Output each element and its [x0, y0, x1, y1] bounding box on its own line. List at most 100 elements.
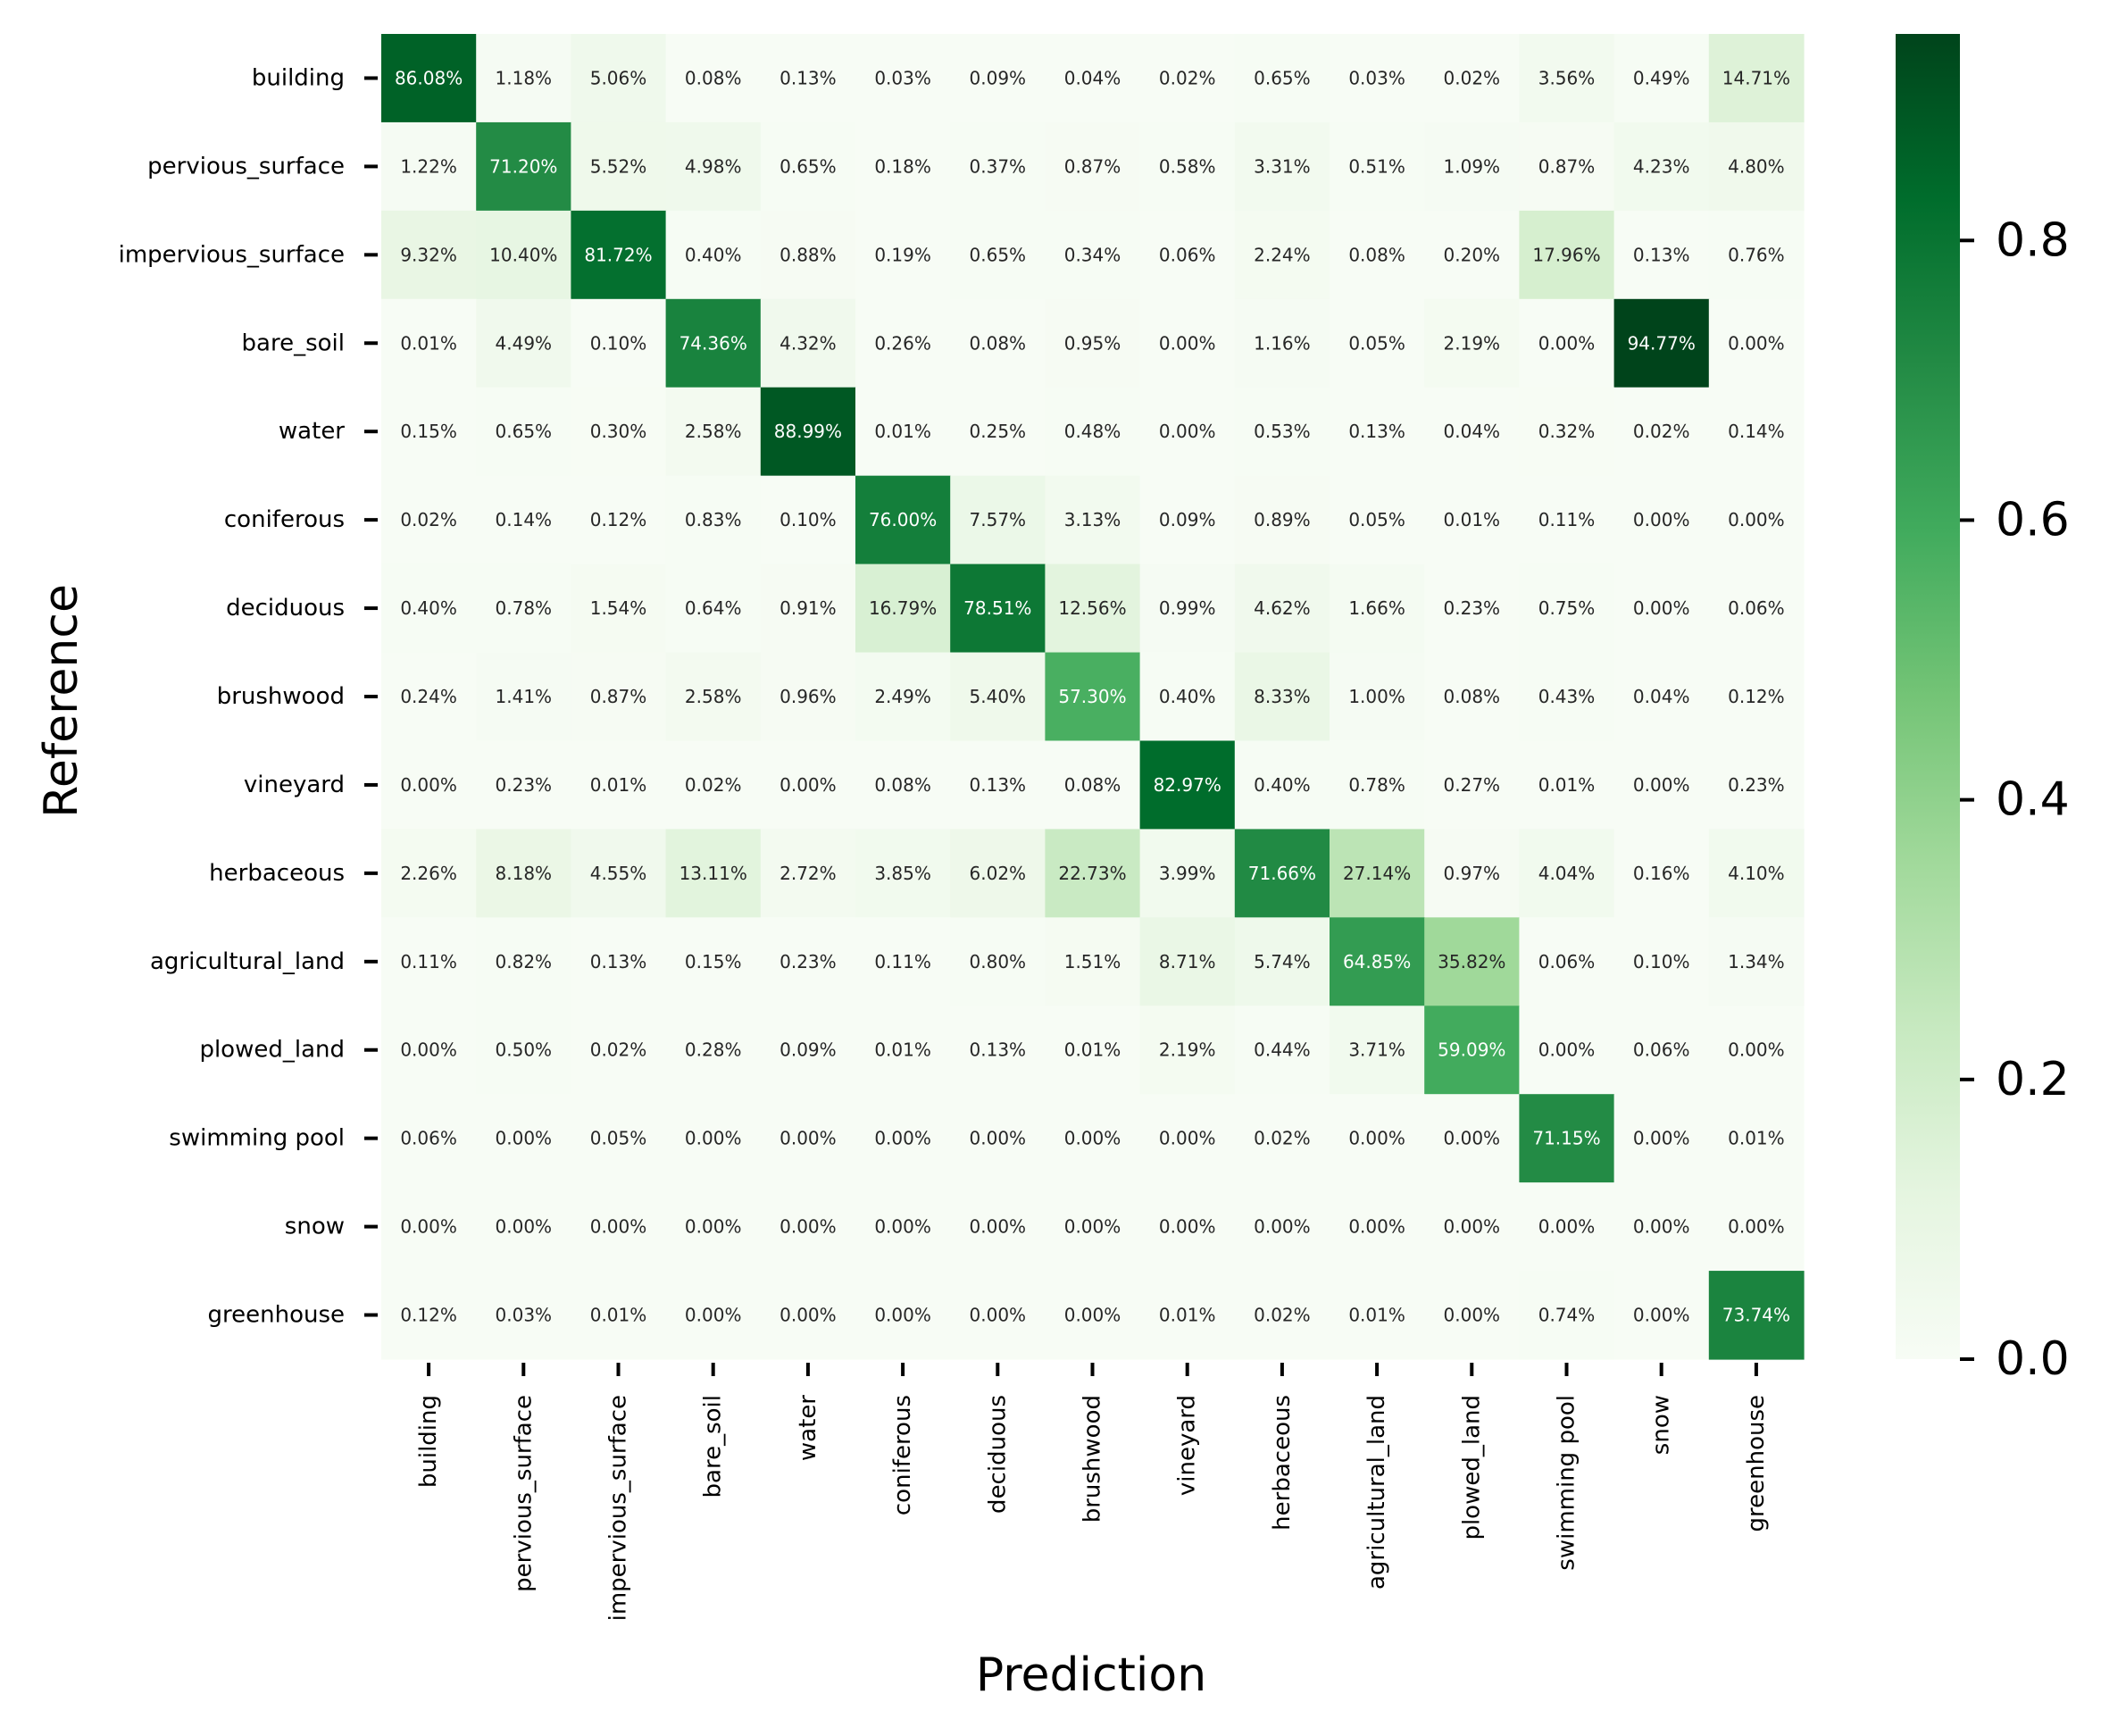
heatmap-cell — [381, 121, 477, 212]
x-tick-label: plowed_land — [1458, 1395, 1485, 1540]
cell-value-label: 0.00% — [1064, 1128, 1121, 1149]
heatmap-cell — [571, 298, 667, 388]
heatmap-cell — [665, 1182, 762, 1272]
cell-value-label: 4.80% — [1728, 155, 1785, 177]
heatmap-cell — [1613, 1006, 1710, 1095]
cell-value-label: 81.72% — [584, 244, 652, 265]
heatmap-cell — [1139, 917, 1236, 1006]
cell-value-label: 0.06% — [400, 1128, 457, 1149]
cell-value-label: 0.00% — [1538, 1216, 1596, 1238]
heatmap-cell — [950, 829, 1046, 918]
cell-value-label: 3.31% — [1254, 155, 1311, 177]
heatmap-cell — [1519, 210, 1615, 300]
heatmap-cell — [760, 829, 856, 918]
cell-value-label: 27.14% — [1343, 863, 1411, 884]
cell-value-label: 0.95% — [1064, 332, 1121, 354]
cell-value-label: 0.00% — [400, 1039, 457, 1061]
heatmap-cell — [1424, 917, 1520, 1006]
cell-value-label: 0.09% — [970, 67, 1027, 88]
heatmap-cell — [1330, 298, 1425, 388]
heatmap-cell — [1424, 121, 1520, 212]
cell-value-label: 1.54% — [590, 597, 647, 619]
heatmap-cell — [665, 917, 762, 1006]
heatmap-cell — [571, 1094, 667, 1183]
heatmap-cell — [1424, 475, 1520, 565]
cell-value-label: 0.37% — [970, 155, 1027, 177]
heatmap-cell — [1234, 1182, 1330, 1272]
cell-value-label: 0.24% — [400, 686, 457, 707]
heatmap-cell — [665, 121, 762, 212]
heatmap-cell — [1330, 1094, 1425, 1183]
y-tick-label: plowed_land — [199, 1037, 345, 1064]
cell-value-label: 0.97% — [1444, 863, 1501, 884]
cell-value-label: 0.23% — [780, 951, 837, 972]
x-tick-label: greenhouse — [1743, 1395, 1770, 1532]
cell-value-label: 0.02% — [1444, 67, 1501, 88]
cell-value-label: 0.64% — [685, 597, 742, 619]
cell-value-label: 3.56% — [1538, 67, 1596, 88]
cell-value-label: 0.13% — [970, 1039, 1027, 1061]
colorbar-tick-label: 0.6 — [1996, 493, 2070, 547]
heatmap-cell — [1045, 387, 1141, 477]
cell-value-label: 2.26% — [400, 863, 457, 884]
cell-value-label: 0.40% — [400, 597, 457, 619]
heatmap-cell — [381, 740, 477, 830]
cell-value-label: 0.50% — [496, 1039, 553, 1061]
heatmap-cell — [1708, 563, 1805, 654]
cell-value-label: 5.74% — [1254, 951, 1311, 972]
heatmap-cell — [1708, 1271, 1805, 1360]
heatmap-cell — [476, 917, 571, 1006]
heatmap-cell — [855, 210, 951, 300]
cell-value-label: 0.01% — [590, 774, 647, 796]
cell-value-label: 9.32% — [400, 244, 457, 265]
heatmap-cell — [476, 34, 571, 123]
cell-value-label: 0.13% — [1633, 244, 1690, 265]
heatmap-cell — [381, 1094, 477, 1183]
heatmap-cell — [760, 1006, 856, 1095]
cell-value-label: 0.00% — [1538, 1039, 1596, 1061]
heatmap-cell — [950, 1182, 1046, 1272]
heatmap-cell — [855, 475, 951, 565]
cell-value-label: 0.00% — [1064, 1305, 1121, 1326]
cell-value-label: 2.19% — [1159, 1039, 1216, 1061]
x-tick-label: pervious_surface — [510, 1395, 537, 1592]
heatmap-cell — [1424, 210, 1520, 300]
heatmap-cell — [855, 387, 951, 477]
heatmap-cell — [1139, 563, 1236, 654]
heatmap-cell — [1424, 1006, 1520, 1095]
heatmap-cell — [855, 740, 951, 830]
cell-value-label: 0.00% — [1633, 1128, 1690, 1149]
heatmap-cell — [665, 298, 762, 388]
heatmap-cell — [1708, 1094, 1805, 1183]
cell-value-label: 0.06% — [1728, 597, 1785, 619]
heatmap-cell — [1330, 829, 1425, 918]
cell-value-label: 0.02% — [685, 774, 742, 796]
heatmap-cell — [760, 1094, 856, 1183]
cell-value-label: 4.49% — [496, 332, 553, 354]
heatmap-cell — [855, 1094, 951, 1183]
heatmap-cell — [855, 1271, 951, 1360]
cell-value-label: 0.08% — [1348, 244, 1405, 265]
cell-value-label: 71.20% — [489, 155, 557, 177]
heatmap-cell — [1045, 298, 1141, 388]
colorbar-tick-label: 0.8 — [1996, 213, 2070, 267]
cell-value-label: 0.00% — [1348, 1128, 1405, 1149]
heatmap-cell — [665, 1271, 762, 1360]
heatmap-cell — [855, 652, 951, 742]
heatmap-cell — [950, 1094, 1046, 1183]
y-tick-label: swimming pool — [169, 1125, 345, 1152]
heatmap-cell — [1234, 829, 1330, 918]
cell-value-label: 0.00% — [1159, 421, 1216, 442]
heatmap-cell — [476, 1006, 571, 1095]
x-tick-label: bare_soil — [700, 1395, 727, 1498]
x-tick-label: impervious_surface — [605, 1395, 632, 1621]
cell-value-label: 3.71% — [1348, 1039, 1405, 1061]
heatmap-cell — [1139, 121, 1236, 212]
colorbar-tick-label: 0.4 — [1996, 773, 2070, 827]
heatmap-cell — [1330, 917, 1425, 1006]
heatmap-cell — [1519, 829, 1615, 918]
cell-value-label: 0.02% — [1254, 1128, 1311, 1149]
cell-value-label: 0.26% — [874, 332, 931, 354]
cell-value-label: 0.74% — [1538, 1305, 1596, 1326]
heatmap-cell — [1613, 298, 1710, 388]
